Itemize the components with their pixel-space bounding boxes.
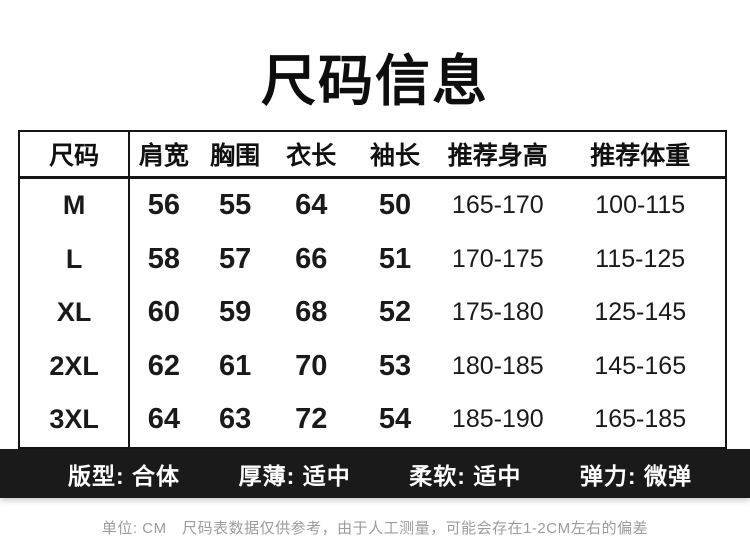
value-cell: 54 — [378, 403, 412, 436]
header-cell-length: 衣长 — [272, 131, 350, 179]
header-cell-size: 尺码 — [19, 131, 131, 179]
value-cell: 52 — [378, 296, 412, 329]
table-row: 3XL 64 63 72 54 185-190 165-185 — [19, 392, 726, 448]
page-title: 尺码信息 — [260, 50, 489, 112]
value-cell: 58 — [147, 243, 181, 275]
header-cell-chest: 胸围 — [197, 131, 273, 179]
value-cell: 57 — [218, 243, 252, 275]
header-cell-shoulder: 肩宽 — [129, 131, 198, 179]
value-cell: 56 — [147, 189, 181, 222]
value-cell: 64 — [295, 189, 328, 222]
attr-thickness: 厚薄: 适中 — [238, 462, 351, 489]
value-cell: 72 — [295, 403, 328, 436]
value-cell: 165-185 — [594, 405, 687, 434]
value-cell: 175-180 — [451, 298, 544, 327]
value-cell: 50 — [378, 189, 412, 222]
header-cell-weight: 推荐体重 — [555, 131, 726, 179]
attribute-bar: 版型: 合体 厚薄: 适中 柔软: 适中 弹力: 微弹 — [0, 449, 750, 498]
value-cell: 63 — [218, 403, 252, 436]
value-cell: 55 — [218, 189, 252, 222]
size-cell: 2XL — [19, 339, 131, 393]
value-cell: 68 — [295, 296, 328, 329]
value-cell: 165-170 — [451, 191, 544, 220]
header-cell-height: 推荐身高 — [440, 131, 556, 179]
table-row: 2XL 62 61 70 53 180-185 145-165 — [19, 339, 726, 393]
table-row: L 58 57 66 51 170-175 115-125 — [19, 232, 726, 287]
value-cell: 62 — [147, 349, 181, 382]
attr-softness: 柔软: 适中 — [409, 462, 522, 489]
value-cell: 64 — [147, 403, 181, 436]
size-cell: M — [19, 177, 131, 233]
value-cell: 53 — [378, 349, 412, 382]
value-cell: 59 — [218, 296, 252, 329]
value-cell: 70 — [295, 349, 328, 382]
table-header-row: 尺码 肩宽 胸围 衣长 袖长 推荐身高 推荐体重 — [19, 131, 726, 179]
value-cell: 61 — [218, 349, 252, 382]
value-cell: 115-125 — [595, 245, 686, 273]
size-cell: XL — [19, 286, 131, 340]
value-cell: 66 — [295, 243, 328, 275]
table-row: M 56 55 64 50 165-170 100-115 — [19, 177, 726, 233]
value-cell: 60 — [147, 296, 181, 329]
size-chart-table: 尺码 肩宽 胸围 衣长 袖长 推荐身高 推荐体重 M 56 55 64 50 1… — [18, 130, 727, 449]
value-cell: 125-145 — [594, 298, 687, 327]
value-cell: 145-165 — [594, 351, 687, 380]
value-cell: 100-115 — [595, 191, 686, 220]
size-cell: 3XL — [19, 392, 131, 448]
attr-fit: 版型: 合体 — [68, 462, 181, 489]
value-cell: 51 — [378, 243, 412, 275]
table-row: XL 60 59 68 52 175-180 125-145 — [19, 286, 726, 340]
attr-elasticity: 弹力: 微弹 — [579, 462, 692, 489]
value-cell: 170-175 — [451, 245, 544, 273]
value-cell: 185-190 — [451, 405, 544, 434]
footer-disclaimer: 单位: CM 尺码表数据仅供参考，由于人工测量，可能会存在1-2CM左右的偏差 — [101, 520, 649, 537]
size-cell: L — [19, 232, 131, 287]
value-cell: 180-185 — [451, 351, 544, 380]
header-cell-sleeve: 袖长 — [349, 131, 441, 179]
